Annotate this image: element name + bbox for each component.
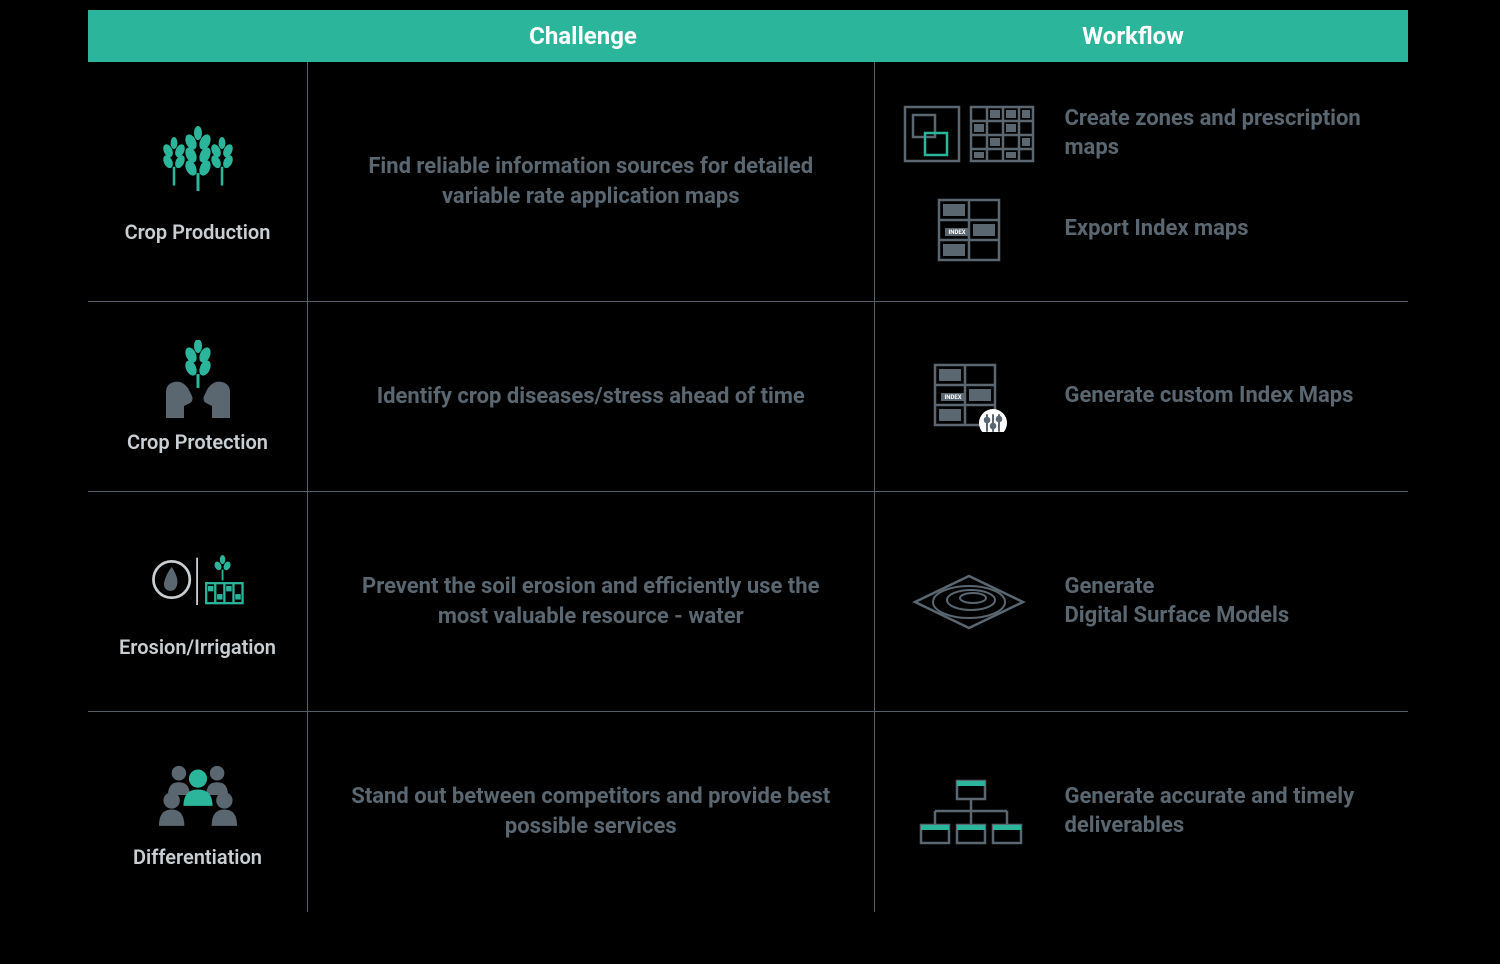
category-cell: Crop Protection [88, 302, 308, 491]
surface-model-icon [899, 567, 1039, 637]
workflow-item: INDEX Export Index maps [899, 195, 1385, 265]
workflow-item: Generate accurate and timely deliverable… [899, 777, 1385, 847]
challenge-text: Identify crop diseases/stress ahead of t… [308, 302, 875, 491]
workflow-item: Generate Digital Surface Models [899, 567, 1385, 637]
workflow-text: Generate custom Index Maps [1065, 382, 1354, 411]
challenge-text: Stand out between competitors and provid… [308, 712, 875, 912]
workflow-cell: Generate accurate and timely deliverable… [875, 712, 1409, 912]
workflow-text: Generate accurate and timely deliverable… [1065, 783, 1385, 840]
category-label: Crop Production [125, 220, 271, 244]
workflow-text: Generate Digital Surface Models [1065, 573, 1290, 630]
header-challenge: Challenge [308, 10, 858, 62]
header-spacer [88, 10, 308, 62]
challenge-text: Find reliable information sources for de… [308, 62, 875, 301]
challenge-text: Prevent the soil erosion and efficiently… [308, 492, 875, 711]
category-cell: Crop Production [88, 62, 308, 301]
header-row: Challenge Workflow [88, 10, 1408, 62]
workflow-item: INDEX [899, 362, 1385, 432]
people-group-icon [148, 755, 248, 835]
index-map-icon: INDEX [899, 195, 1039, 265]
workflow-cell: Generate Digital Surface Models [875, 492, 1409, 711]
workflow-cell: INDEX [875, 302, 1409, 491]
category-cell: Erosion/Irrigation [88, 492, 308, 711]
category-label: Erosion/Irrigation [119, 635, 276, 659]
zones-grid-icon [899, 99, 1039, 169]
row-crop-production: Crop Production Find reliable informatio… [88, 62, 1408, 302]
workflow-text: Create zones and prescription maps [1065, 105, 1385, 162]
workflow-item: Create zones and prescription maps [899, 99, 1385, 169]
category-label: Differentiation [133, 845, 262, 869]
svg-text:INDEX: INDEX [944, 394, 961, 401]
row-erosion-irrigation: Erosion/Irrigation Prevent the soil eros… [88, 492, 1408, 712]
wheat-cluster-icon [148, 120, 248, 210]
drop-field-icon [148, 545, 248, 625]
category-label: Crop Protection [127, 430, 268, 454]
hands-plant-icon [148, 340, 248, 420]
header-workflow: Workflow [858, 10, 1408, 62]
workflow-cell: Create zones and prescription maps [875, 62, 1409, 301]
category-cell: Differentiation [88, 712, 308, 912]
comparison-table: Challenge Workflow [88, 10, 1408, 912]
svg-text:INDEX: INDEX [948, 229, 965, 236]
hierarchy-icon [899, 777, 1039, 847]
index-map-settings-icon: INDEX [899, 362, 1039, 432]
workflow-text: Export Index maps [1065, 215, 1249, 244]
row-differentiation: Differentiation Stand out between compet… [88, 712, 1408, 912]
row-crop-protection: Crop Protection Identify crop diseases/s… [88, 302, 1408, 492]
